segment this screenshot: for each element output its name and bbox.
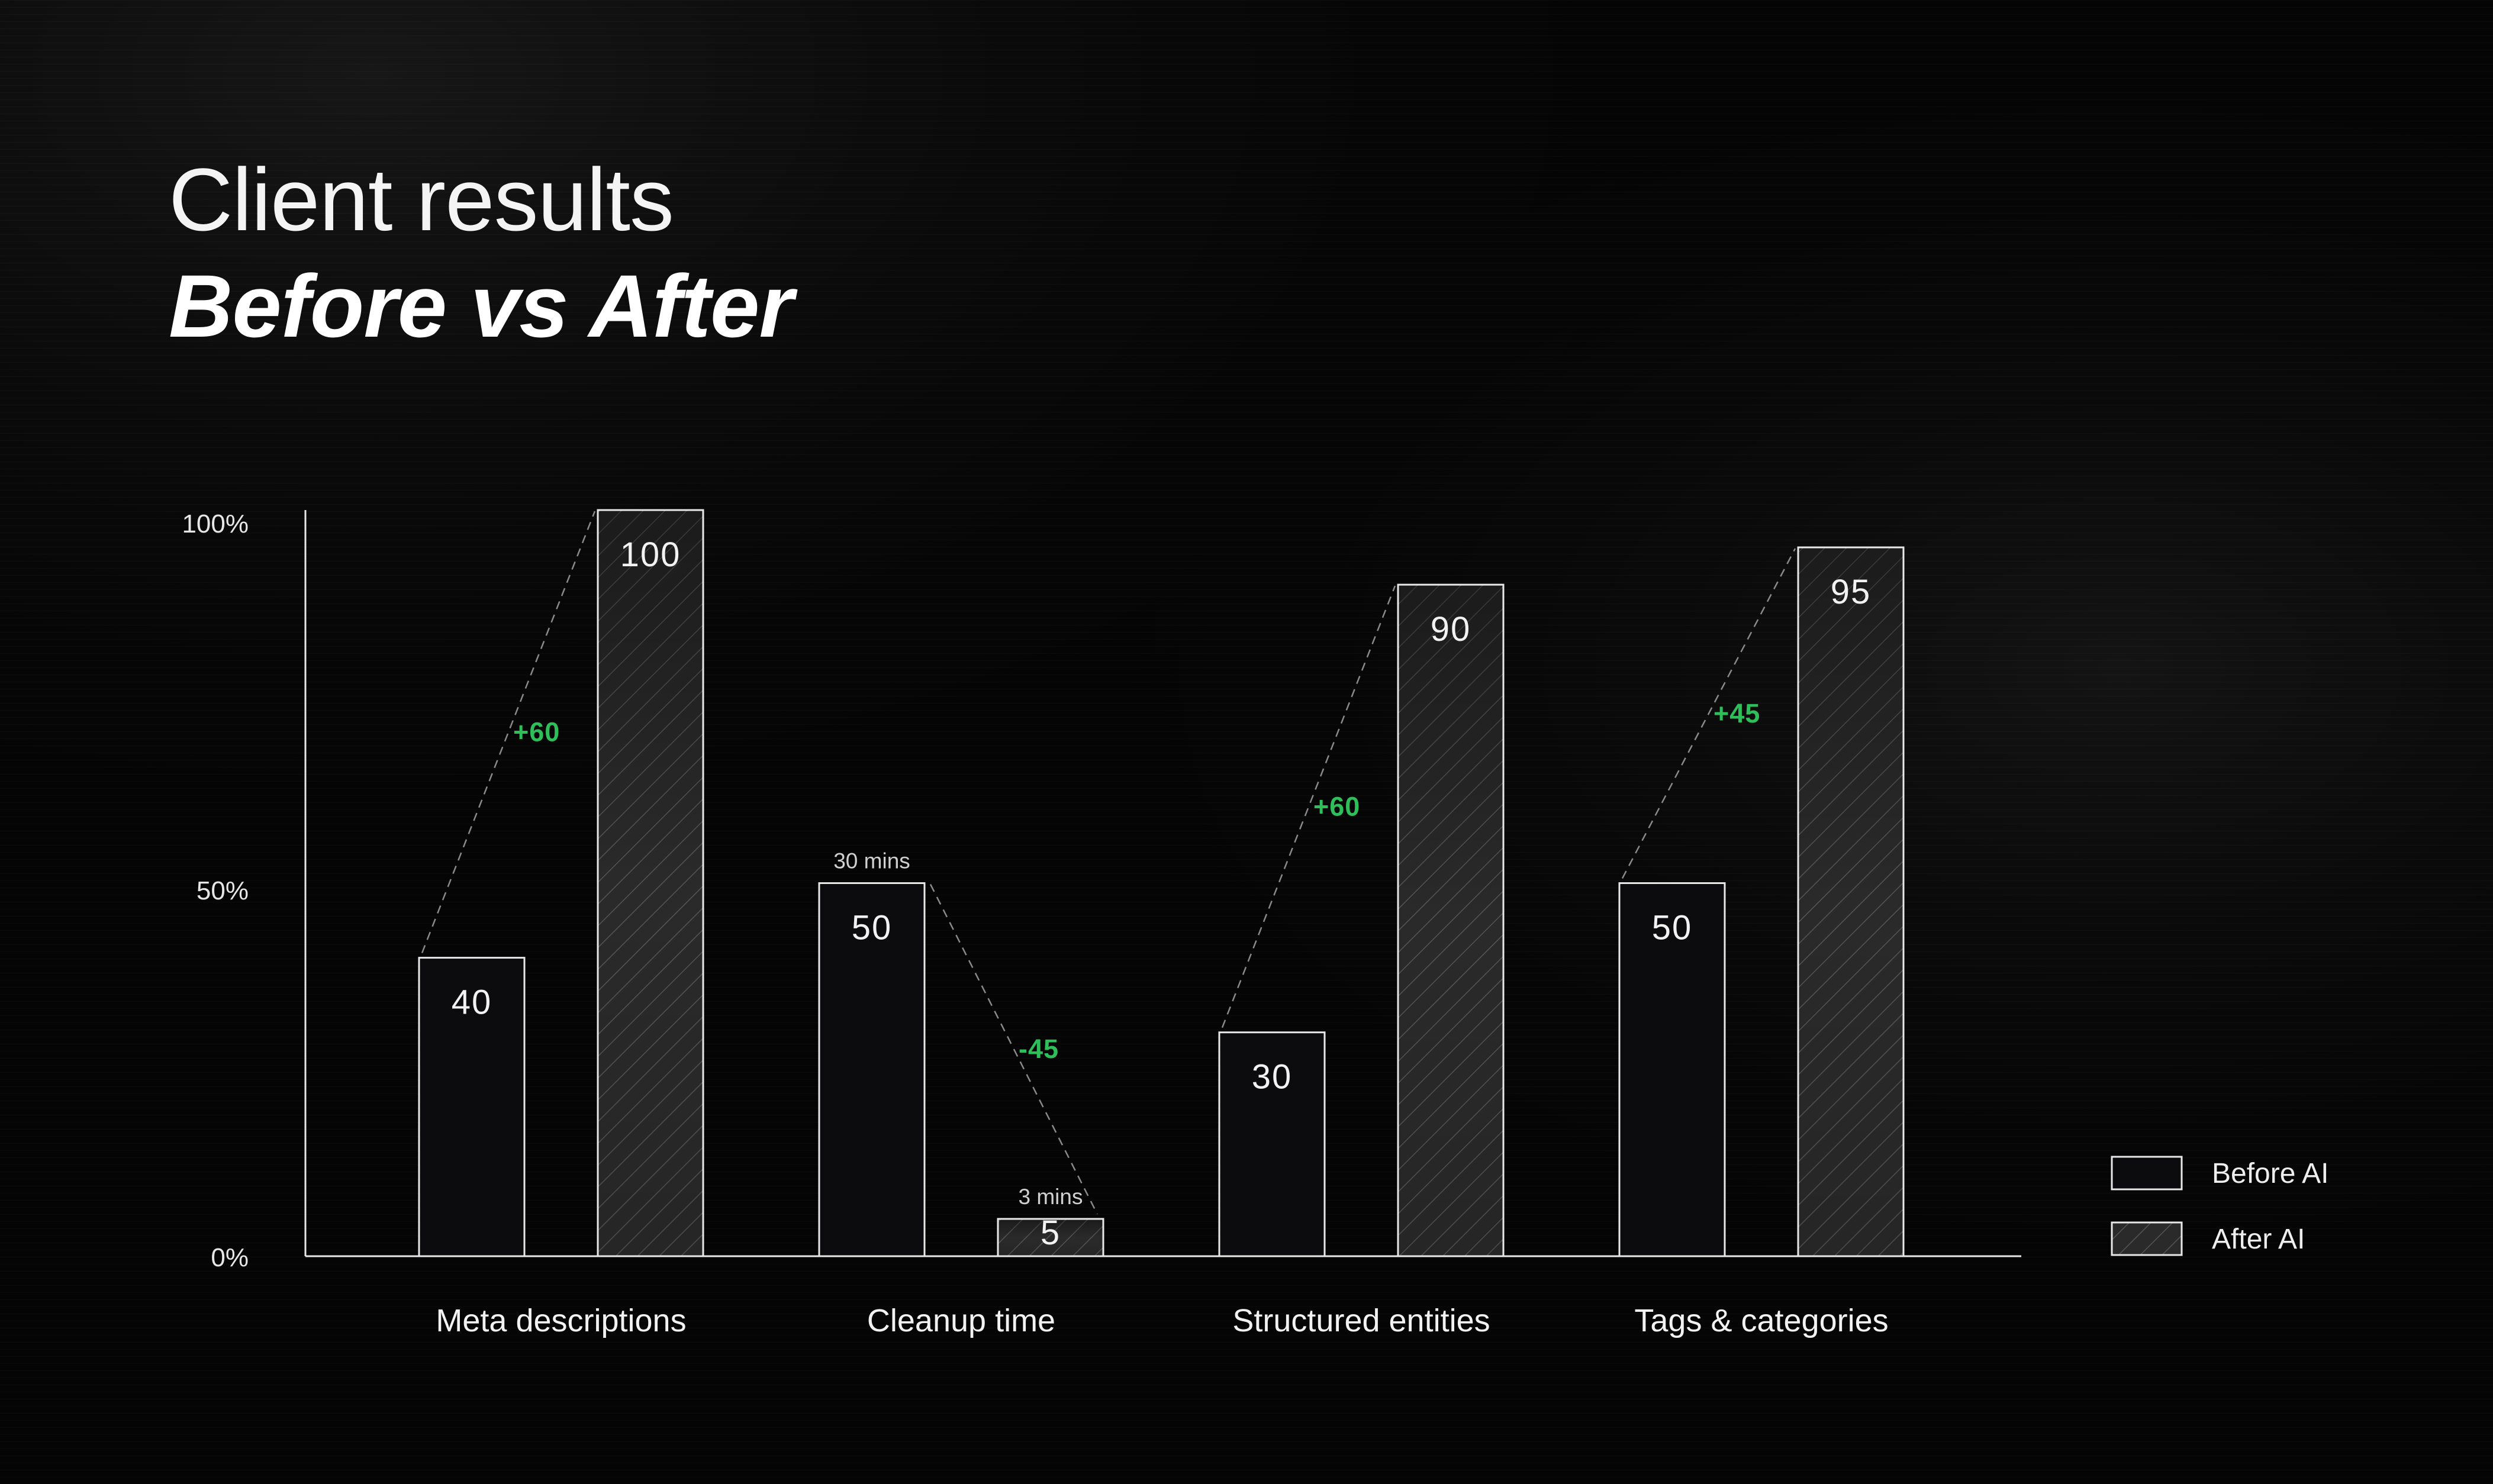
category-label: Structured entities [1232, 1303, 1490, 1338]
bar-value-label: 40 [452, 983, 492, 1022]
bar-value-label: 30 [1252, 1058, 1293, 1096]
bar-note-label: 3 mins [1019, 1185, 1083, 1209]
y-tick-label: 50% [197, 876, 249, 905]
bar-value-label: 50 [852, 909, 893, 947]
delta-connector-line [1221, 585, 1396, 1028]
delta-label: +45 [1713, 698, 1760, 728]
y-tick-label: 100% [182, 509, 249, 538]
bar-before-ai [1218, 1031, 1326, 1257]
bar-value-label: 95 [1831, 573, 1872, 611]
legend-label-after-ai: After AI [2212, 1224, 2305, 1255]
bar-before-ai [818, 882, 926, 1257]
delta-connectors [421, 511, 1796, 1215]
bar-after-ai-shade [1799, 549, 1902, 1255]
delta-connector-line [421, 511, 596, 954]
bar-value-label: 50 [1652, 909, 1693, 947]
bar-after-ai-shade [599, 511, 702, 1255]
chart-legend: Before AI After AI [2111, 1156, 2328, 1256]
delta-label: -45 [1019, 1034, 1059, 1064]
legend-swatch-after-ai [2111, 1221, 2183, 1256]
chart-labels: 40 100 +60 Meta descriptions 50 5 -45 Cleanup t… [436, 535, 1888, 1338]
chart-bars [418, 509, 1905, 1257]
bar-before-ai [418, 957, 526, 1257]
delta-label: +60 [1313, 791, 1360, 821]
legend-swatch-before-ai [2111, 1156, 2183, 1191]
category-label: Cleanup time [867, 1303, 1055, 1338]
chart-title: Client results [169, 150, 674, 249]
title-block: Client results Before vs After [169, 148, 794, 361]
chart-subtitle: Before vs After [169, 256, 794, 356]
category-label: Meta descriptions [436, 1303, 686, 1338]
y-tick-label: 0% [211, 1243, 249, 1272]
bar-value-label: 100 [620, 535, 681, 574]
bar-after-ai-shade [1399, 586, 1502, 1255]
bar-value-label: 5 [1041, 1214, 1061, 1252]
legend-label-before-ai: Before AI [2212, 1158, 2328, 1189]
delta-label: +60 [513, 717, 560, 747]
chart-axes: 0% 50% 100% [182, 509, 2021, 1272]
bar-note-label: 30 mins [833, 849, 910, 873]
delta-connector-line [1621, 548, 1796, 879]
bar-after-ai-shade [999, 1220, 1102, 1255]
bar-value-label: 90 [1431, 610, 1471, 649]
category-label: Tags & categories [1634, 1303, 1888, 1338]
bar-before-ai [1618, 882, 1726, 1257]
delta-connector-line [929, 883, 1099, 1215]
